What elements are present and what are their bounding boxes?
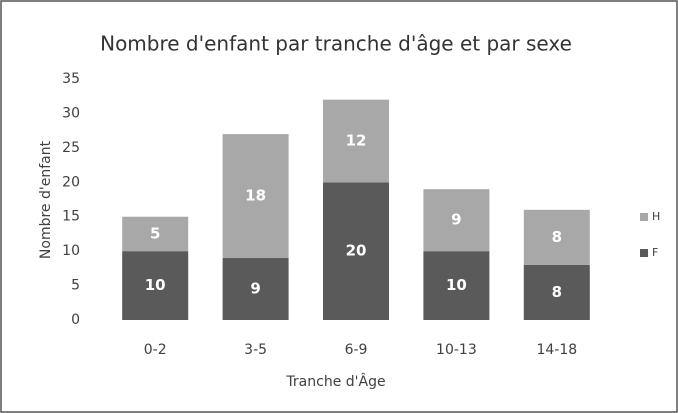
value-label: 10: [446, 276, 467, 294]
x-tick-label: 6-9: [345, 342, 368, 358]
bar-segment: [122, 251, 189, 320]
y-tick-label: 30: [62, 105, 80, 121]
x-tick-label: 0-2: [144, 342, 167, 358]
x-tick-label: 14-18: [536, 342, 577, 358]
y-tick-label: 10: [62, 243, 80, 259]
legend-label: F: [652, 246, 658, 259]
value-label: 9: [250, 280, 260, 298]
value-label: 12: [346, 131, 367, 149]
bar-segment: [122, 216, 189, 252]
y-tick-label: 35: [62, 71, 80, 87]
legend-swatch: [640, 213, 648, 221]
legend-swatch: [640, 249, 648, 257]
y-axis-title: Nombre d'enfant: [38, 140, 54, 259]
value-label: 18: [245, 187, 266, 205]
bar-segment: [323, 99, 389, 183]
x-axis-title: Tranche d'Âge: [285, 372, 385, 390]
value-label: 8: [552, 283, 562, 301]
value-label: 20: [346, 242, 367, 260]
legend-label: H: [652, 210, 660, 223]
bar-segment: [222, 258, 289, 320]
chart-title: Nombre d'enfant par tranche d'âge et par…: [100, 32, 572, 56]
bar-segment: [523, 209, 590, 265]
x-tick-label: 10-13: [436, 342, 477, 358]
y-tick-label: 20: [62, 174, 80, 190]
y-tick-label: 5: [71, 278, 80, 294]
bar-segment: [423, 189, 490, 252]
bar-segment: [423, 251, 490, 320]
bar-segment: [523, 264, 590, 320]
value-label: 8: [552, 228, 562, 246]
y-tick-label: 0: [71, 312, 80, 328]
value-label: 10: [145, 276, 166, 294]
y-tick-label: 15: [62, 209, 80, 225]
x-tick-label: 3-5: [244, 342, 267, 358]
value-label: 9: [451, 211, 461, 229]
bar-segment: [222, 134, 289, 259]
value-label: 5: [150, 224, 160, 242]
y-tick-label: 25: [62, 140, 80, 156]
bar-segment: [323, 182, 389, 320]
